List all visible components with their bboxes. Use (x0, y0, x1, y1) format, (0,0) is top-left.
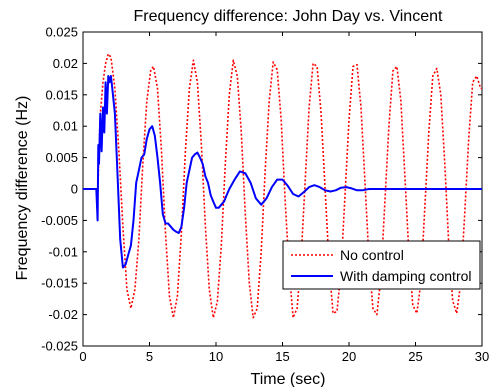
series-line-no-control (83, 53, 482, 319)
series-line-with-damping-control (83, 75, 482, 269)
y-tick-label: -0.005 (41, 213, 78, 228)
y-tick-label: 0.02 (53, 56, 78, 71)
y-tick-label: -0.015 (41, 276, 78, 291)
x-tick-label: 5 (146, 349, 153, 364)
y-tick-label: 0 (71, 182, 78, 197)
legend-box (282, 240, 481, 290)
y-tick-label: 0.01 (53, 119, 78, 134)
y-tick-label: 0.015 (45, 87, 78, 102)
x-tick-label: 10 (209, 349, 223, 364)
x-tick-label: 15 (275, 349, 289, 364)
x-tick-label: 25 (408, 349, 422, 364)
y-tick-label: 0.025 (45, 25, 78, 40)
y-tick-label: -0.025 (41, 339, 78, 354)
y-tick-label: -0.02 (48, 307, 78, 322)
x-tick-label: 0 (79, 349, 86, 364)
legend-label: No control (340, 247, 404, 263)
y-axis-title: Frequency difference (Hz) (14, 96, 31, 281)
y-tick-label: 0.005 (45, 150, 78, 165)
x-axis-title: Time (sec) (251, 371, 326, 387)
plot-area: 0 5 10 15 20 25 30 -0.025 -0.02 -0.015 -0.01 -0.005… (41, 25, 489, 365)
chart-title: Frequency difference: John Day vs. Vince… (134, 8, 443, 25)
legend: No control With damping control (282, 240, 481, 290)
y-tick-label: -0.01 (48, 244, 78, 259)
legend-label: With damping control (340, 268, 472, 284)
x-tick-label: 30 (475, 349, 489, 364)
x-tick-label: 20 (342, 349, 356, 364)
